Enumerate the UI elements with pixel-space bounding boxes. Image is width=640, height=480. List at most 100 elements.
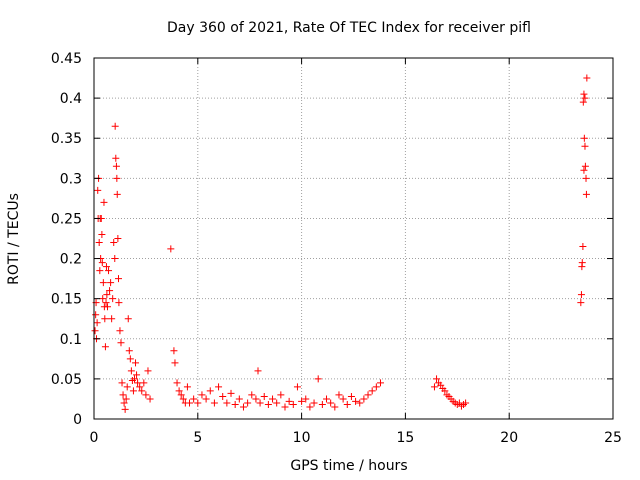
data-point <box>227 389 235 397</box>
data-point <box>289 401 297 409</box>
data-point <box>223 399 231 407</box>
data-point <box>190 395 198 403</box>
data-point <box>194 399 202 407</box>
data-point <box>356 399 364 407</box>
data-point <box>116 327 124 335</box>
data-point <box>177 391 185 399</box>
data-point <box>581 142 589 150</box>
data-point <box>254 367 262 375</box>
data-point <box>167 245 175 253</box>
data-point <box>101 343 109 351</box>
data-point <box>124 315 132 323</box>
data-point <box>102 263 110 271</box>
y-tick-label: 0.2 <box>60 252 82 268</box>
data-point <box>376 379 384 387</box>
data-point <box>95 239 103 247</box>
data-point <box>99 295 107 303</box>
x-tick-labels: 0 5 10 15 20 25 <box>90 430 622 446</box>
data-point <box>285 397 293 405</box>
data-point <box>248 391 256 399</box>
data-point <box>111 122 119 130</box>
data-point <box>121 405 129 413</box>
data-point <box>96 267 104 275</box>
data-point <box>360 395 368 403</box>
data-point <box>120 399 128 407</box>
data-point <box>138 387 146 395</box>
data-point <box>142 391 150 399</box>
data-point <box>582 190 590 198</box>
data-point <box>264 401 272 409</box>
data-point <box>171 359 179 367</box>
data-point <box>118 379 126 387</box>
data-point <box>256 399 264 407</box>
data-point <box>293 383 301 391</box>
y-tick-label: 0.3 <box>60 171 82 187</box>
data-point <box>119 391 127 399</box>
data-point <box>277 391 285 399</box>
data-point <box>108 315 116 323</box>
x-tick-label: 5 <box>193 430 202 446</box>
data-point <box>260 393 268 401</box>
data-point <box>146 395 154 403</box>
data-point <box>581 94 589 102</box>
data-point <box>112 154 120 162</box>
data-point <box>136 383 144 391</box>
y-tick-label: 0.05 <box>51 372 82 388</box>
data-point <box>125 347 133 355</box>
data-point <box>134 379 142 387</box>
data-point <box>103 303 111 311</box>
data-point <box>113 174 121 182</box>
data-point <box>583 74 591 82</box>
y-tick-label: 0 <box>73 412 82 428</box>
data-point <box>110 239 118 247</box>
data-point <box>133 371 141 379</box>
data-point <box>323 395 331 403</box>
x-tick-label: 0 <box>90 430 99 446</box>
x-tick-label: 25 <box>604 430 622 446</box>
data-point <box>215 383 223 391</box>
data-point <box>140 379 148 387</box>
data-point <box>579 98 587 106</box>
data-point <box>107 279 115 287</box>
data-point <box>105 267 113 275</box>
data-point <box>109 295 117 303</box>
data-point <box>117 339 125 347</box>
data-point <box>331 403 339 411</box>
data-point <box>98 230 106 238</box>
data-point <box>173 379 181 387</box>
data-point <box>115 299 123 307</box>
data-point <box>111 255 119 263</box>
data-point <box>339 395 347 403</box>
data-point <box>273 399 281 407</box>
grid-layer <box>94 58 613 419</box>
x-tick-label: 10 <box>293 430 311 446</box>
data-point <box>122 395 130 403</box>
y-tick-label: 0.25 <box>51 211 82 227</box>
x-tick-label: 20 <box>500 430 518 446</box>
y-tick-label: 0.1 <box>60 332 82 348</box>
data-point <box>579 243 587 251</box>
data-point <box>441 387 449 395</box>
data-point <box>581 162 589 170</box>
data-point <box>580 166 588 174</box>
data-point <box>113 190 121 198</box>
data-point <box>580 90 588 98</box>
data-point <box>99 279 107 287</box>
data-point <box>106 287 114 295</box>
data-point <box>100 198 108 206</box>
data-point <box>114 275 122 283</box>
data-point <box>170 347 178 355</box>
data-point <box>98 259 106 267</box>
data-point <box>101 315 109 323</box>
data-point <box>577 291 585 299</box>
y-tick-label: 0.45 <box>51 51 82 67</box>
data-point <box>130 375 138 383</box>
data-point <box>129 387 137 395</box>
data-point <box>582 174 590 182</box>
data-point <box>372 383 380 391</box>
data-point <box>298 397 306 405</box>
data-point <box>302 395 310 403</box>
data-point <box>183 383 191 391</box>
